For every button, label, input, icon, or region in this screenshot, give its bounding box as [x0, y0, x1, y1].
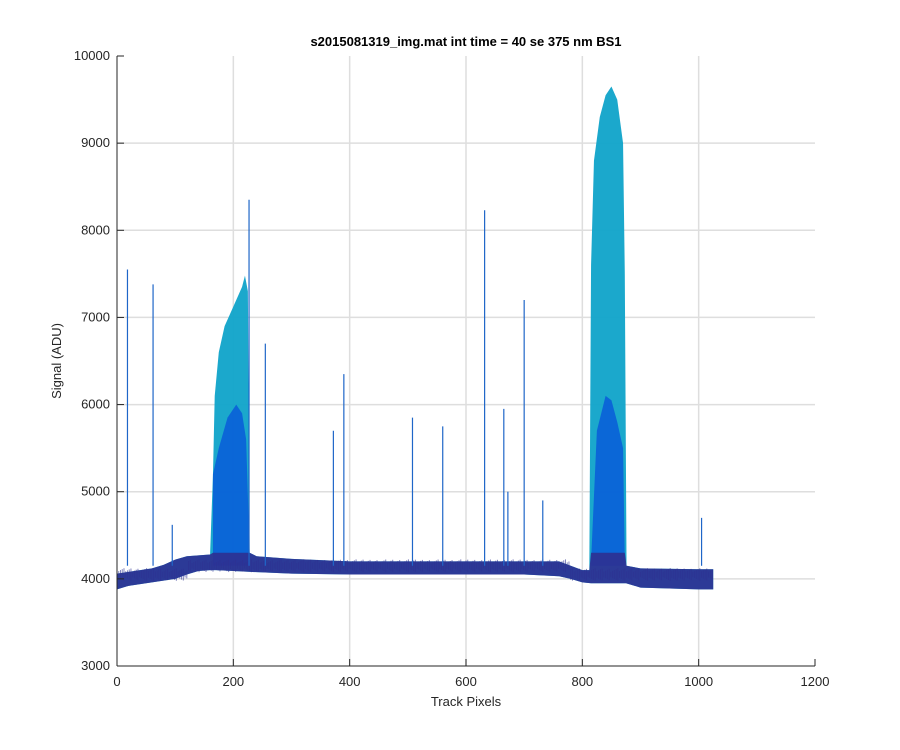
x-tick-label: 800: [571, 674, 593, 689]
x-tick-label: 400: [339, 674, 361, 689]
y-tick-label: 9000: [81, 135, 110, 150]
y-tick-label: 4000: [81, 571, 110, 586]
x-tick-label: 600: [455, 674, 477, 689]
y-axis-label: Signal (ADU): [49, 323, 64, 399]
series-inner-dense-region: [591, 395, 625, 566]
series-inner-dense-region: [212, 404, 250, 566]
y-tick-label: 5000: [81, 484, 110, 499]
chart-title: s2015081319_img.mat int time = 40 se 375…: [310, 34, 621, 49]
y-tick-label: 8000: [81, 222, 110, 237]
x-tick-label: 1000: [684, 674, 713, 689]
x-tick-label: 0: [113, 674, 120, 689]
y-tick-label: 3000: [81, 658, 110, 673]
y-tick-label: 6000: [81, 397, 110, 412]
axis-layer: 0 200 400 600 800 1000 1200 3000 4000 5000 6000 700…: [74, 48, 830, 689]
data-layer: [116, 86, 714, 590]
y-tick-label: 7000: [81, 309, 110, 324]
y-tick-label: 10000: [74, 48, 110, 63]
x-tick-label: 1200: [801, 674, 830, 689]
series-upper-envelope: [117, 86, 714, 590]
x-axis-label: Track Pixels: [431, 694, 502, 709]
x-tick-label: 200: [222, 674, 244, 689]
